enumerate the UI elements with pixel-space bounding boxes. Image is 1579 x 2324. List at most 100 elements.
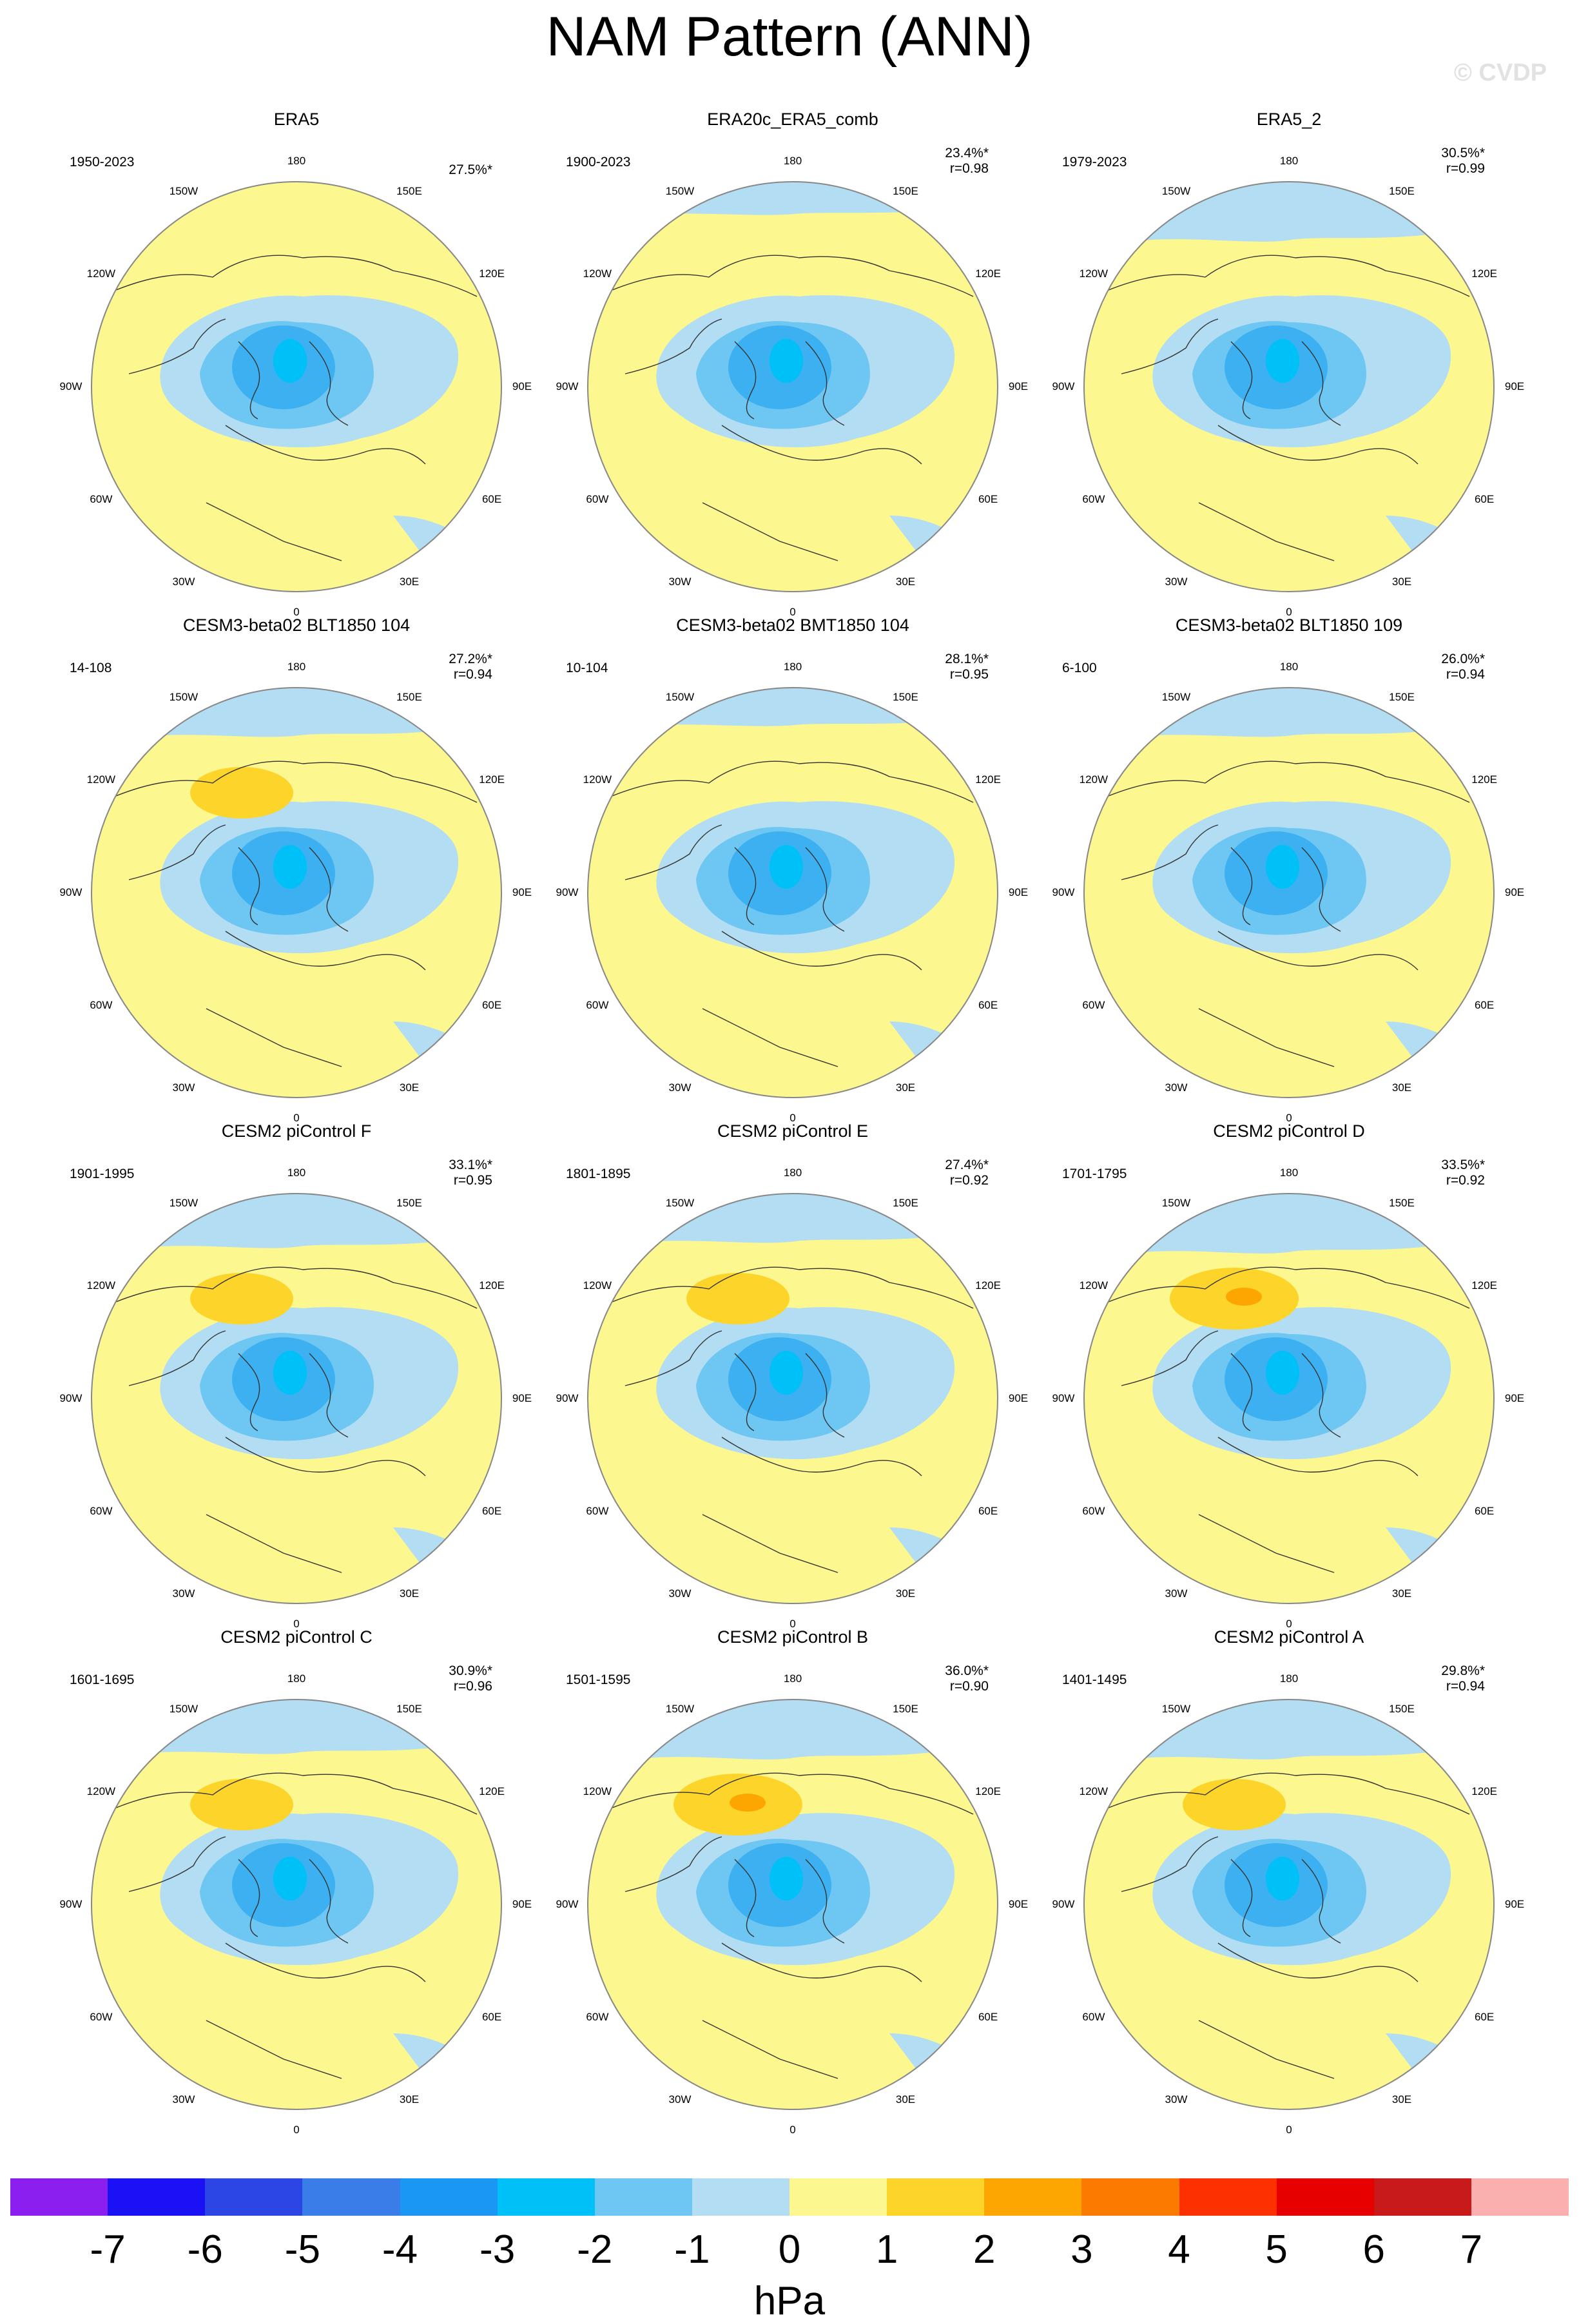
longitude-label: 30E [895, 1587, 916, 1600]
longitude-label: 120E [975, 1785, 1001, 1797]
longitude-label: 120E [1471, 1785, 1497, 1797]
longitude-label: 60E [1474, 1505, 1495, 1517]
longitude-label: 90W [556, 1392, 579, 1404]
polar-map [91, 1193, 502, 1604]
coastline [1301, 847, 1341, 932]
longitude-label: 120E [975, 1279, 1001, 1292]
longitude-label: 30W [1165, 1587, 1188, 1600]
longitude-label: 60W [90, 493, 113, 505]
longitude-label: 180 [1279, 1672, 1299, 1685]
coastline [1108, 1772, 1470, 1815]
panel-pattern-correlation: r=0.92 [1446, 1173, 1485, 1188]
panel-pattern-correlation: r=0.98 [949, 161, 989, 176]
colorbar-tick-label: 4 [1168, 2227, 1190, 2272]
longitude-label: 90W [1052, 380, 1075, 392]
colorbar-swatch [400, 2178, 498, 2216]
coastline [721, 1942, 922, 1982]
longitude-label: 180 [783, 1167, 802, 1179]
longitude-label: 90E [1504, 380, 1525, 392]
longitude-label: 150W [665, 1196, 695, 1209]
longitude-label: 90E [1504, 1392, 1525, 1404]
coastline [115, 1266, 478, 1309]
coastline [1108, 255, 1470, 297]
polar-map [587, 1193, 998, 1604]
panel-pct-variance: 30.5%* [1441, 146, 1485, 160]
coastline [1230, 847, 1253, 925]
longitude-label: 60E [978, 493, 998, 505]
coastline [206, 1008, 342, 1067]
polar-map [91, 181, 502, 592]
coastline [225, 931, 426, 971]
longitude-label: 30W [1165, 576, 1188, 588]
coastline [612, 1266, 974, 1309]
polar-map [1083, 687, 1495, 1098]
longitude-label: 150E [893, 1196, 918, 1209]
map-border [1083, 181, 1495, 592]
colorbar-tick-label: 6 [1362, 2227, 1385, 2272]
longitude-label: 0 [790, 2124, 796, 2136]
colorbar-swatch [1081, 2178, 1179, 2216]
coastline [1198, 1514, 1335, 1573]
longitude-label: 60W [1082, 999, 1105, 1011]
colorbar-tick-label: 0 [778, 2227, 801, 2272]
longitude-label: 30E [1391, 576, 1412, 588]
contour-negative-core [1266, 1351, 1299, 1395]
longitude-label: 120E [479, 1279, 505, 1292]
longitude-label: 150W [169, 1702, 199, 1715]
coastline [1198, 1008, 1335, 1067]
longitude-label: 30E [895, 576, 916, 588]
longitude-label: 30W [172, 1587, 195, 1600]
polar-map [587, 1699, 998, 2110]
longitude-label: 90E [1504, 886, 1525, 898]
longitude-label: 30W [172, 1081, 195, 1094]
contour-positive-high-core [730, 1794, 766, 1812]
coastline [734, 1353, 757, 1431]
coastline [721, 1437, 922, 1477]
longitude-label: 180 [1279, 661, 1299, 673]
longitude-label: 0 [1286, 1112, 1292, 1124]
contour-negative-core [273, 1857, 307, 1901]
coastline [721, 931, 922, 971]
longitude-label: 30E [1391, 2093, 1412, 2106]
longitude-label: 180 [287, 661, 306, 673]
longitude-label: 150E [893, 690, 918, 703]
coastline [1121, 1330, 1219, 1386]
panel-title: ERA5_2 [1256, 110, 1322, 129]
longitude-label: 120W [583, 1785, 612, 1797]
longitude-label: 90W [1052, 1898, 1075, 1910]
longitude-label: 150W [665, 690, 695, 703]
colorbar-tick-label: -2 [577, 2227, 613, 2272]
longitude-label: 30E [895, 2093, 916, 2106]
longitude-label: 30E [399, 2093, 420, 2106]
panel-pattern-correlation: r=0.96 [453, 1679, 492, 1694]
longitude-label: 0 [293, 1112, 300, 1124]
longitude-label: 150W [1161, 690, 1191, 703]
colorbar-tick-label: -1 [674, 2227, 710, 2272]
longitude-label: 60E [481, 2011, 502, 2023]
longitude-label: 150E [1389, 1702, 1415, 1715]
longitude-label: 30E [399, 1081, 420, 1094]
longitude-label: 30E [1391, 1081, 1412, 1094]
contour-negative-core [770, 1857, 803, 1901]
panel-period: 10-104 [566, 661, 608, 675]
coastline [1108, 760, 1470, 803]
coastline [115, 255, 478, 297]
longitude-label: 150W [1161, 184, 1191, 197]
contour-negative-core [770, 339, 803, 383]
colorbar-swatch [887, 2178, 985, 2216]
coastline [128, 1836, 226, 1892]
longitude-label: 120E [1471, 773, 1497, 786]
panel-title: CESM2 piControl D [1213, 1121, 1365, 1141]
coastline [612, 1772, 974, 1815]
longitude-label: 90E [1008, 1898, 1029, 1910]
longitude-label: 60W [586, 2011, 609, 2023]
coastline [309, 847, 349, 932]
map-border [1083, 687, 1495, 1098]
map-panel: ERA20c_ERA5_comb 1900-2023 23.4%* r=0.98 180… [548, 110, 1038, 619]
longitude-label: 120W [1079, 1279, 1109, 1292]
coastline [1301, 1353, 1341, 1438]
longitude-label: 30W [668, 1587, 692, 1600]
coastline [238, 847, 260, 925]
longitude-label: 120W [583, 1279, 612, 1292]
longitude-label: 150E [396, 690, 422, 703]
